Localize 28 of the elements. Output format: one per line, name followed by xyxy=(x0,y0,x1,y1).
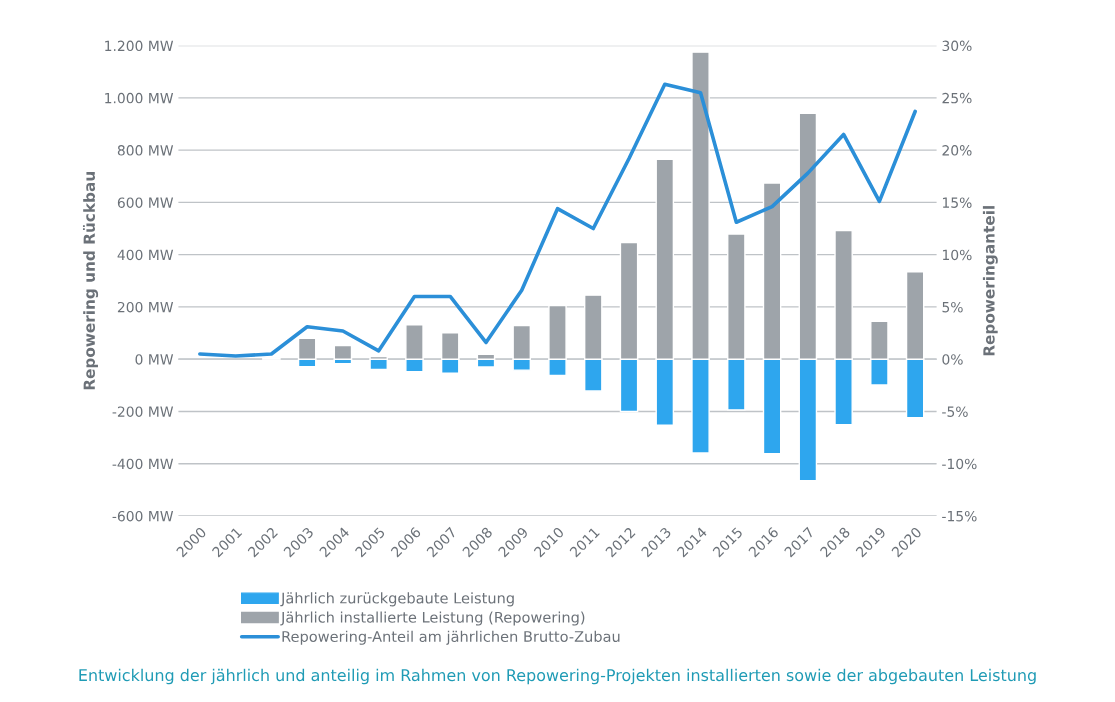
y2-tick-label: 25% xyxy=(942,92,972,104)
text: Entwicklung der jährlich und anteilig im Rahmen von Repowering-Projekten installierten sowie der abgebauten Leistung xyxy=(79,668,1036,685)
y-tick-label: 1.000 MW xyxy=(105,92,174,104)
y2-tick-label: -5% xyxy=(942,406,968,417)
legend-label: Jährlich installierte Leistung (Repowering) xyxy=(280,611,585,626)
y2-tick-label: -10% xyxy=(942,458,977,470)
y-tick-label: -400 MW xyxy=(112,458,174,470)
y2-tick-label: 20% xyxy=(942,145,972,156)
y-tick-label: 400 MW xyxy=(117,249,174,261)
y-tick-label: 1.200 MW xyxy=(105,40,174,52)
legend-label: Jährlich zurückgebaute Leistung xyxy=(280,592,514,607)
line-series xyxy=(198,82,917,358)
y-tick-label: 800 MW xyxy=(117,145,174,156)
y2-tick-label: 0% xyxy=(942,354,963,365)
bar xyxy=(333,344,353,360)
y-tick-label: 200 MW xyxy=(117,301,174,313)
y-axis-title: Repowering und Rückbau xyxy=(82,172,99,390)
y2-tick-label: 15% xyxy=(942,197,972,208)
legend-label: Repowering-Anteil am jährlichen Brutto-Zubau xyxy=(282,630,620,645)
y2-axis-title: Repoweringanteil xyxy=(982,206,998,356)
y-tick-label: 600 MW xyxy=(117,197,174,208)
y2-tick-label: -15% xyxy=(942,510,977,522)
y2-tick-label: 10% xyxy=(942,249,972,261)
y-tick-label: -600 MW xyxy=(112,510,174,522)
y-tick-label: -200 MW xyxy=(112,406,174,417)
y2-tick-label: 5% xyxy=(942,301,963,313)
y2-tick-label: 30% xyxy=(942,40,972,52)
y-tick-label: 0 MW xyxy=(135,354,174,365)
